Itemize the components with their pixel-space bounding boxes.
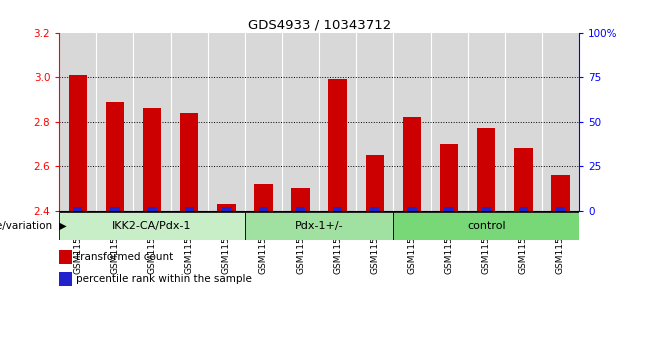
Text: IKK2-CA/Pdx-1: IKK2-CA/Pdx-1 [113, 221, 191, 231]
Bar [291, 188, 310, 211]
Text: genotype/variation: genotype/variation [0, 221, 53, 231]
Bar [73, 207, 82, 211]
Bar [184, 207, 194, 211]
Bar [111, 207, 120, 211]
Bar [245, 33, 282, 211]
Bar [296, 207, 305, 211]
Bar [96, 33, 134, 211]
Bar [147, 207, 157, 211]
Bar [180, 113, 199, 211]
Bar [106, 102, 124, 211]
Bar [217, 204, 236, 211]
Bar [551, 175, 570, 211]
Bar [505, 33, 542, 211]
Bar [477, 128, 495, 211]
Bar [519, 207, 528, 211]
Bar [542, 33, 579, 211]
Bar [356, 33, 393, 211]
Bar [328, 79, 347, 211]
Text: Pdx-1+/-: Pdx-1+/- [295, 221, 343, 231]
Bar [59, 272, 72, 286]
Bar [430, 33, 468, 211]
Bar [143, 108, 161, 211]
Bar [393, 212, 579, 240]
Text: ▶: ▶ [56, 221, 66, 231]
Bar [556, 207, 565, 211]
Bar [370, 207, 380, 211]
Bar [245, 212, 393, 240]
Bar [170, 33, 208, 211]
Bar [444, 207, 454, 211]
Text: control: control [467, 221, 505, 231]
Bar [333, 207, 342, 211]
Bar [482, 207, 491, 211]
Text: transformed count: transformed count [76, 252, 174, 262]
Bar [319, 33, 356, 211]
Bar [407, 207, 417, 211]
Bar [208, 33, 245, 211]
Bar [403, 117, 421, 211]
Bar [59, 250, 72, 264]
Bar [514, 148, 532, 211]
Title: GDS4933 / 10343712: GDS4933 / 10343712 [247, 19, 391, 32]
Bar [259, 207, 268, 211]
Bar [393, 33, 430, 211]
Bar [59, 33, 96, 211]
Bar [68, 75, 87, 211]
Bar [222, 207, 231, 211]
Text: percentile rank within the sample: percentile rank within the sample [76, 274, 252, 284]
Bar [282, 33, 319, 211]
Bar [366, 155, 384, 211]
Bar [59, 212, 245, 240]
Bar [468, 33, 505, 211]
Bar [254, 184, 272, 211]
Bar [134, 33, 170, 211]
Bar [440, 144, 459, 211]
